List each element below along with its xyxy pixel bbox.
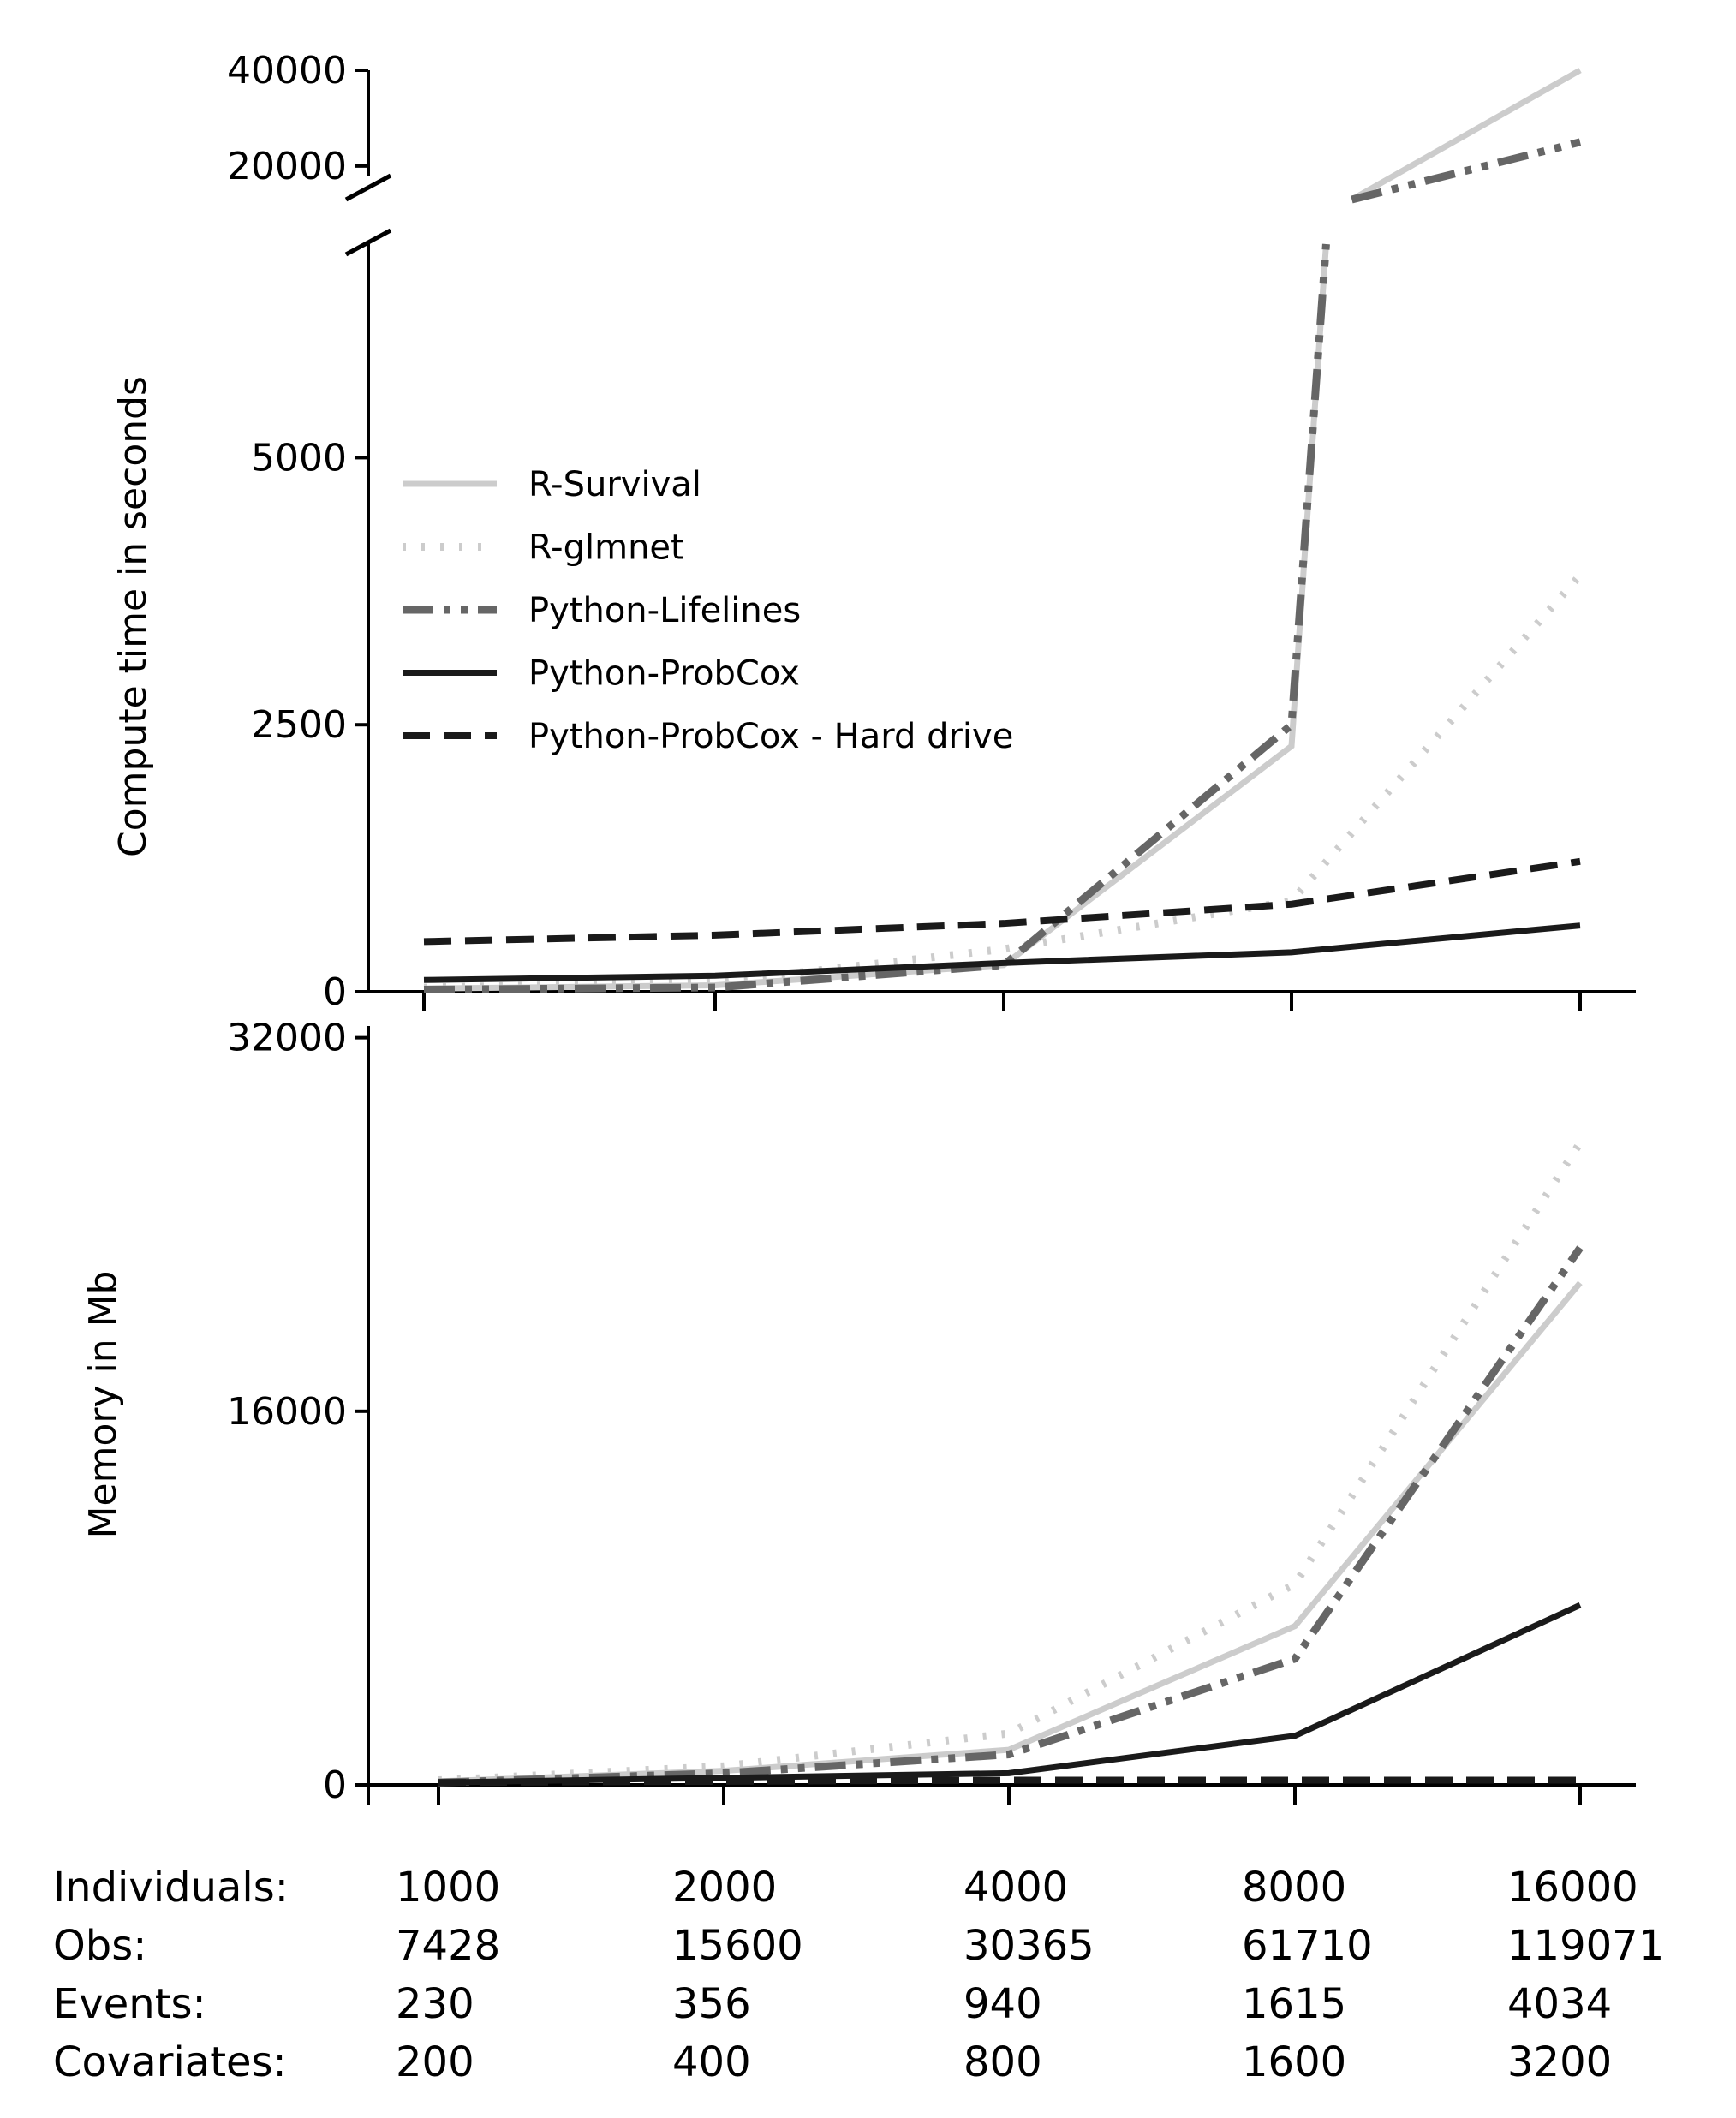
memory-x-ticks bbox=[367, 1785, 1582, 1805]
table-cell: 2000 bbox=[672, 1864, 777, 1912]
legend-label-r-survival: R-Survival bbox=[528, 465, 701, 504]
memory-y-ticks: 0 16000 32000 bbox=[227, 1017, 368, 1807]
compute-line-python-lifelines bbox=[423, 138, 1582, 994]
table-cell: 15600 bbox=[672, 1922, 803, 1970]
y-tick-label: 16000 bbox=[227, 1390, 347, 1434]
table-cell: 7428 bbox=[396, 1922, 500, 1970]
compute-y-axis-label: Compute time in seconds bbox=[111, 376, 155, 857]
table-cell: 940 bbox=[963, 1980, 1042, 2028]
table-row-label: Events: bbox=[53, 1980, 206, 2028]
axis-break-mark-lower bbox=[344, 228, 392, 257]
compute-x-ticks bbox=[422, 992, 1582, 1011]
table-cell: 4000 bbox=[963, 1864, 1068, 1912]
legend: R-Survival R-glmnet Python-Lifelines Python… bbox=[403, 465, 1013, 756]
table-row-label: Obs: bbox=[53, 1922, 146, 1970]
table-cell: 61710 bbox=[1242, 1922, 1373, 1970]
table-cell: 4034 bbox=[1507, 1980, 1612, 2028]
table-cell: 230 bbox=[396, 1980, 474, 2028]
table-cell: 1000 bbox=[396, 1864, 500, 1912]
memory-line-r-survival bbox=[438, 1280, 1583, 1785]
memory-line-python-lifelines bbox=[438, 1245, 1584, 1787]
compute-line-python-probcox bbox=[423, 922, 1581, 983]
legend-label-r-glmnet: R-glmnet bbox=[528, 528, 684, 568]
y-tick-label: 0 bbox=[323, 970, 347, 1014]
legend-label-python-lifelines: Python-Lifelines bbox=[528, 591, 801, 630]
table-cell: 8000 bbox=[1242, 1864, 1346, 1912]
table-row-label: Covariates: bbox=[53, 2038, 287, 2086]
memory-y-axis-label: Memory in Mb bbox=[81, 1271, 125, 1539]
memory-line-r-glmnet bbox=[438, 1140, 1584, 1785]
compute-y-ticks: 0 2500 5000 20000 40000 bbox=[227, 49, 368, 1014]
table-cell: 3200 bbox=[1507, 2038, 1612, 2086]
legend-label-python-probcox: Python-ProbCox bbox=[528, 654, 800, 694]
table-row-label: Individuals: bbox=[53, 1864, 289, 1912]
compute-line-python-probcox-hard-drive bbox=[423, 857, 1581, 946]
table-cell: 200 bbox=[396, 2038, 474, 2086]
table-cell: 356 bbox=[672, 1980, 751, 2028]
table-cell: 800 bbox=[963, 2038, 1042, 2086]
compute-line-r-glmnet bbox=[423, 572, 1584, 992]
y-tick-label: 5000 bbox=[251, 436, 347, 480]
memory-line-python-probcox-hard-drive bbox=[438, 1776, 1580, 1787]
memory-chart: 0 16000 32000 Memory in Mb bbox=[81, 1017, 1636, 1807]
y-tick-label: 0 bbox=[323, 1763, 347, 1807]
table-cell: 16000 bbox=[1507, 1864, 1638, 1912]
table-cell: 1615 bbox=[1242, 1980, 1346, 2028]
compute-time-chart: 0 2500 5000 20000 40000 Compute time in seco… bbox=[111, 49, 1636, 1014]
compute-series-lines bbox=[423, 67, 1584, 994]
table-cell: 30365 bbox=[963, 1922, 1095, 1970]
y-tick-label: 32000 bbox=[227, 1017, 347, 1060]
legend-label-python-probcox-hard-drive: Python-ProbCox - Hard drive bbox=[528, 717, 1013, 756]
table-cell: 119071 bbox=[1507, 1922, 1664, 1970]
table-cell: 1600 bbox=[1242, 2038, 1346, 2086]
table-cell: 400 bbox=[672, 2038, 751, 2086]
y-tick-label: 2500 bbox=[251, 703, 347, 747]
memory-series-lines bbox=[438, 1140, 1584, 1787]
x-axis-data-table: Individuals: Obs: Events: Covariates: 1000 74… bbox=[53, 1864, 1664, 2086]
y-tick-label: 20000 bbox=[227, 145, 347, 188]
y-tick-label: 40000 bbox=[227, 49, 347, 92]
axis-break-mark-upper bbox=[344, 173, 392, 202]
